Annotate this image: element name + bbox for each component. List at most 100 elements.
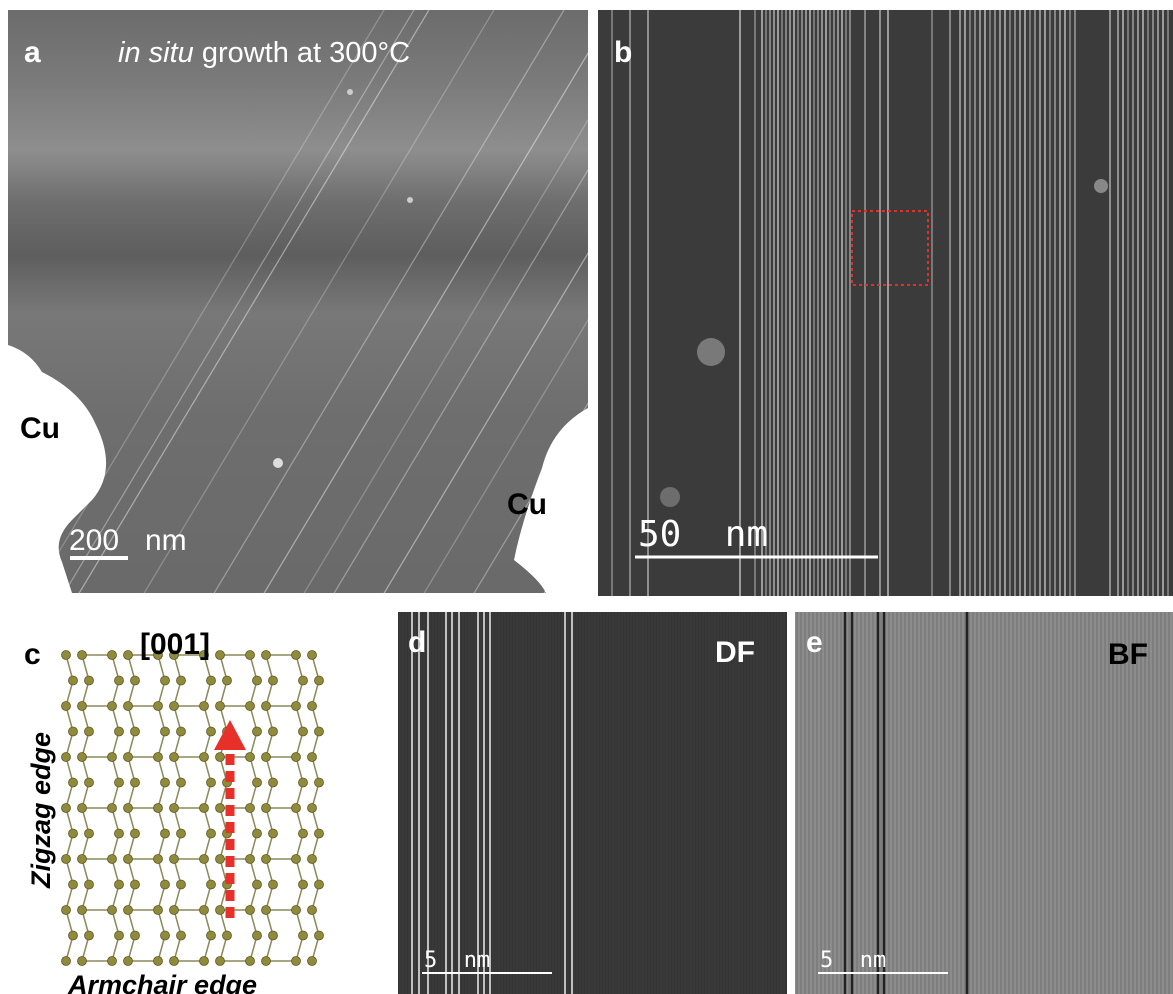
atom bbox=[85, 778, 94, 787]
atom bbox=[200, 957, 209, 966]
atom bbox=[154, 957, 163, 966]
atom bbox=[177, 931, 186, 940]
atom bbox=[262, 702, 271, 711]
panel-b bbox=[598, 10, 1173, 596]
panel-label: b bbox=[614, 36, 632, 69]
atom bbox=[207, 880, 216, 889]
atom bbox=[315, 676, 324, 685]
atom bbox=[216, 753, 225, 762]
atom bbox=[131, 778, 140, 787]
atom bbox=[200, 855, 209, 864]
atom bbox=[131, 727, 140, 736]
atom bbox=[115, 727, 124, 736]
atom bbox=[253, 727, 262, 736]
atom bbox=[292, 906, 301, 915]
atom bbox=[269, 931, 278, 940]
atom bbox=[131, 880, 140, 889]
panel-c bbox=[62, 651, 324, 966]
atom bbox=[85, 829, 94, 838]
atom bbox=[161, 778, 170, 787]
sem-image bbox=[8, 10, 588, 593]
atom bbox=[78, 804, 87, 813]
title-rest: growth at 300°C bbox=[202, 37, 410, 69]
atom bbox=[69, 727, 78, 736]
atom bbox=[131, 829, 140, 838]
atom bbox=[115, 676, 124, 685]
atom bbox=[115, 778, 124, 787]
atom bbox=[78, 855, 87, 864]
atom bbox=[246, 651, 255, 660]
atom bbox=[62, 651, 71, 660]
atom bbox=[262, 804, 271, 813]
atom bbox=[161, 931, 170, 940]
atom bbox=[308, 906, 317, 915]
particle bbox=[407, 197, 413, 203]
atom bbox=[292, 753, 301, 762]
atom bbox=[216, 855, 225, 864]
atom bbox=[177, 778, 186, 787]
atom bbox=[315, 829, 324, 838]
atom bbox=[161, 727, 170, 736]
atom bbox=[269, 727, 278, 736]
stem-image bbox=[598, 10, 1173, 596]
atom bbox=[292, 855, 301, 864]
atom bbox=[154, 753, 163, 762]
atom bbox=[62, 804, 71, 813]
scale-label: 50 nm bbox=[638, 514, 768, 555]
scale-value: 200 bbox=[69, 524, 119, 557]
atom bbox=[315, 727, 324, 736]
atom bbox=[177, 676, 186, 685]
cu-label: Cu bbox=[20, 412, 60, 445]
atom bbox=[292, 702, 301, 711]
atom bbox=[85, 727, 94, 736]
atom bbox=[262, 906, 271, 915]
atom bbox=[253, 778, 262, 787]
atom bbox=[115, 829, 124, 838]
atom bbox=[69, 676, 78, 685]
atom bbox=[124, 855, 133, 864]
figure: a in situ growth at 300°C Cu Cu 200 nm b… bbox=[0, 0, 1173, 994]
panel-label: a bbox=[24, 36, 41, 69]
atom bbox=[207, 931, 216, 940]
particle bbox=[347, 89, 353, 95]
atom bbox=[62, 906, 71, 915]
atom bbox=[207, 727, 216, 736]
atom bbox=[124, 651, 133, 660]
particle bbox=[660, 487, 680, 507]
atom bbox=[108, 906, 117, 915]
atom bbox=[216, 651, 225, 660]
atom bbox=[170, 855, 179, 864]
atom bbox=[161, 676, 170, 685]
atom bbox=[200, 804, 209, 813]
edge-label: Armchair edge bbox=[67, 970, 257, 994]
atom bbox=[216, 702, 225, 711]
panel-label: c bbox=[24, 638, 41, 671]
atom bbox=[154, 906, 163, 915]
atom bbox=[85, 880, 94, 889]
atom bbox=[308, 651, 317, 660]
atom bbox=[246, 702, 255, 711]
atom bbox=[253, 829, 262, 838]
atom bbox=[200, 906, 209, 915]
panel-label: d bbox=[408, 626, 426, 659]
atom bbox=[216, 906, 225, 915]
atom bbox=[124, 753, 133, 762]
particle bbox=[1094, 179, 1108, 193]
atom bbox=[170, 906, 179, 915]
atom bbox=[131, 931, 140, 940]
atom bbox=[108, 753, 117, 762]
atom bbox=[308, 702, 317, 711]
atom bbox=[177, 829, 186, 838]
atom bbox=[177, 880, 186, 889]
atom bbox=[299, 829, 308, 838]
atom bbox=[78, 651, 87, 660]
mode-label: DF bbox=[715, 636, 755, 669]
atom bbox=[299, 727, 308, 736]
atom bbox=[223, 931, 232, 940]
atom bbox=[108, 702, 117, 711]
atom bbox=[269, 880, 278, 889]
scale-label: 5 nm bbox=[424, 948, 490, 973]
atom bbox=[170, 702, 179, 711]
atom bbox=[170, 804, 179, 813]
atom bbox=[246, 855, 255, 864]
